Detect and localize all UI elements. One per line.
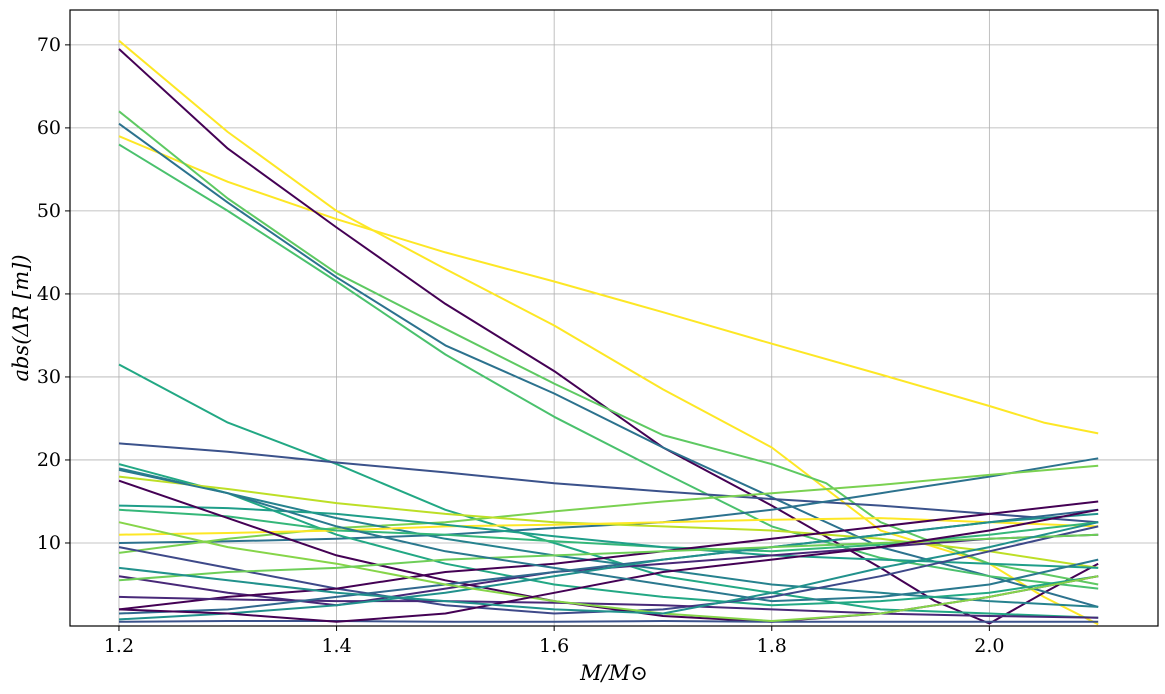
series-line-26 [118, 533, 1099, 582]
series-line-12 [118, 463, 1099, 607]
axis-ticks: 1.2 1.4 1.6 1.8 2.0 10 20 30 40 50 60 70 [37, 34, 1005, 657]
x-tick-label: 2.0 [974, 635, 1004, 657]
series-lines [118, 39, 1099, 626]
x-tick-label: 1.2 [104, 635, 134, 657]
series-line-21 [118, 595, 1099, 619]
y-tick-label: 30 [37, 366, 61, 388]
y-tick-label: 70 [37, 34, 61, 56]
series-line-10 [118, 464, 1099, 554]
series-line-29 [118, 468, 1099, 603]
y-tick-label: 40 [37, 283, 61, 305]
plot-frame [69, 9, 1159, 627]
series-line-6 [118, 143, 1099, 590]
series-line-3 [118, 48, 1099, 625]
x-axis-label: M/M⊙ [579, 661, 648, 685]
series-line-8 [118, 442, 1099, 524]
y-tick-label: 20 [37, 449, 61, 471]
y-tick-label: 50 [37, 200, 61, 222]
x-tick-label: 1.8 [757, 635, 787, 657]
x-tick-label: 1.4 [321, 635, 351, 657]
series-line-1 [118, 39, 1099, 626]
series-line-19 [118, 500, 1099, 611]
series-line-2 [118, 135, 1099, 435]
y-tick-label: 60 [37, 117, 61, 139]
y-axis-label: abs(ΔR [m]) [9, 254, 33, 381]
x-tick-label: 1.6 [539, 635, 569, 657]
series-line-16 [118, 504, 1099, 569]
series-line-4 [118, 110, 1099, 586]
y-tick-label: 10 [37, 532, 61, 554]
series-line-25 [118, 521, 1099, 622]
series-line-23 [118, 620, 1099, 623]
series-line-7 [118, 363, 1099, 619]
series-line-27 [118, 508, 1099, 623]
series-line-28 [118, 521, 1099, 615]
series-line-24 [118, 512, 1099, 621]
